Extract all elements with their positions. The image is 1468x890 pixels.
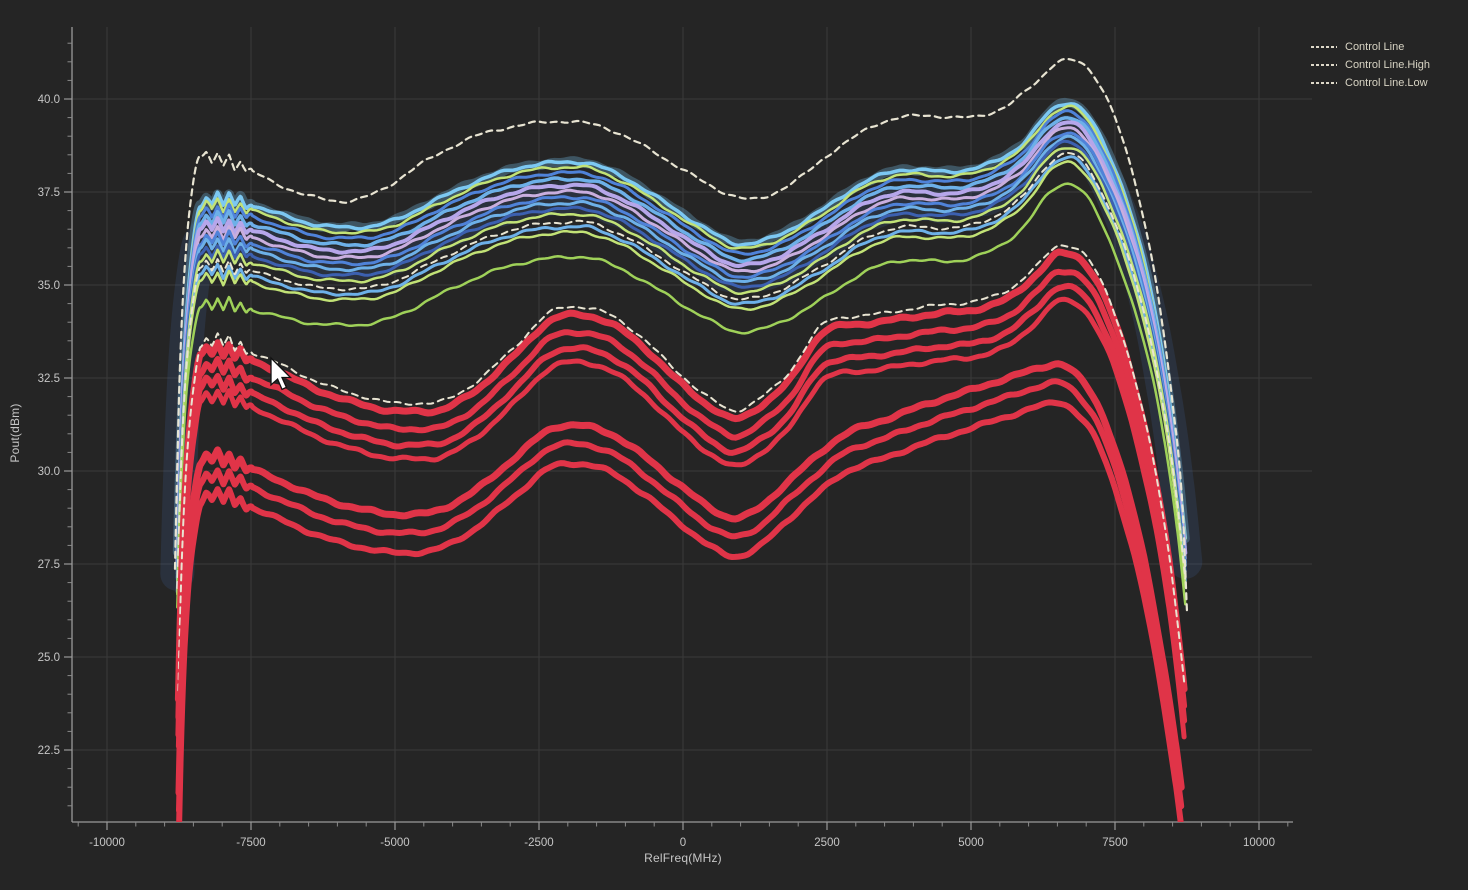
- series-red-mid-band-1: [174, 248, 1188, 703]
- series-bundle-line-3: [175, 109, 1187, 561]
- series-red-low-band-2: [176, 378, 1185, 814]
- x-tick-label: -7500: [236, 837, 265, 849]
- legend: Control Line Control Line.High Control L…: [1311, 38, 1430, 92]
- y-tick-label: 32.5: [38, 373, 60, 385]
- legend-item-control-line-low[interactable]: Control Line.Low: [1311, 74, 1430, 92]
- series-bundle-line-10: [176, 147, 1187, 584]
- series-bundle-line-11: [175, 155, 1187, 594]
- y-tick-label: 35.0: [38, 280, 60, 292]
- legend-label: Control Line.Low: [1345, 77, 1428, 89]
- legend-label: Control Line.High: [1345, 59, 1430, 71]
- series-bundle-line-13: [176, 182, 1187, 609]
- x-tick-label: 10000: [1243, 837, 1275, 849]
- dashed-line-swatch-icon: [1311, 64, 1337, 66]
- y-tick-label: 30.0: [38, 466, 60, 478]
- series-bundle-line-9: [175, 139, 1187, 581]
- x-tick-label: 0: [680, 837, 686, 849]
- y-axis-title: Pout(dBm): [8, 403, 22, 463]
- dashed-line-swatch-icon: [1311, 46, 1337, 48]
- series-bundle-line-8: [175, 134, 1187, 580]
- series-layer: [160, 57, 1203, 822]
- series-bundle-line-1: [175, 102, 1188, 554]
- x-tick-label: -5000: [380, 837, 409, 849]
- y-tick-label: 27.5: [38, 559, 60, 571]
- series-control-line: [176, 151, 1187, 589]
- series-control-line-high: [173, 57, 1189, 614]
- x-tick-label: 2500: [814, 837, 840, 849]
- x-tick-label: -2500: [524, 837, 553, 849]
- x-axis-title: RelFreq(MHz): [644, 851, 722, 865]
- series-red-mid-band-3: [175, 282, 1188, 738]
- mouse-cursor-icon: [270, 356, 293, 391]
- dashed-line-swatch-icon: [1311, 82, 1337, 84]
- series-bundle-line-12: [176, 160, 1187, 596]
- series-red-mid-band-2: [175, 268, 1188, 721]
- y-tick-label: 25.0: [38, 652, 60, 664]
- legend-item-control-line[interactable]: Control Line: [1311, 38, 1430, 56]
- series-bundle-line-5: [175, 120, 1188, 569]
- series-bundle-line-7: [175, 131, 1187, 575]
- series-bundle-line-4: [175, 116, 1188, 564]
- y-tick-label: 37.5: [38, 187, 60, 199]
- series-bundle-line-6: [175, 126, 1187, 572]
- series-bundle-line-2: [176, 104, 1187, 559]
- legend-label: Control Line: [1345, 41, 1405, 53]
- y-tick-label: 22.5: [38, 745, 60, 757]
- x-tick-label: 5000: [958, 837, 984, 849]
- x-tick-label: 7500: [1102, 837, 1128, 849]
- y-tick-label: 40.0: [38, 94, 60, 106]
- series-control-line-low: [177, 244, 1186, 692]
- legend-item-control-line-high[interactable]: Control Line.High: [1311, 56, 1430, 74]
- series-red-low-band-3: [176, 399, 1184, 822]
- series-red-low-band-1: [175, 360, 1185, 797]
- x-tick-label: -10000: [89, 837, 125, 849]
- series-red-mid-band-4: [175, 296, 1187, 749]
